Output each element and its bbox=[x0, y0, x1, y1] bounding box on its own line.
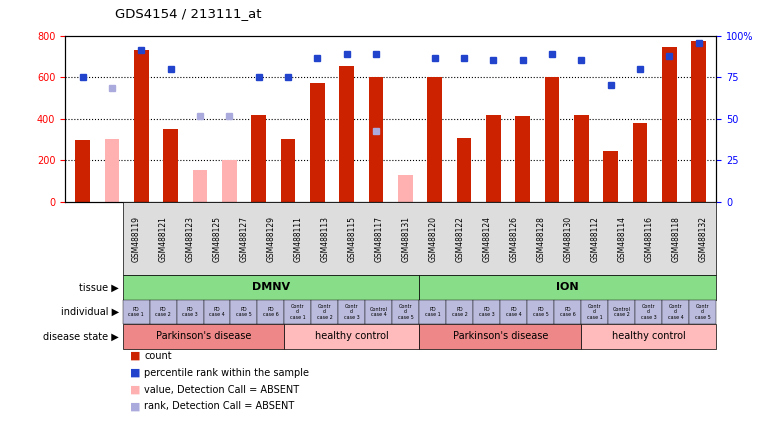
Bar bbox=[457, 138, 471, 202]
Text: ION: ION bbox=[556, 282, 579, 293]
Text: Parkinson's disease: Parkinson's disease bbox=[155, 331, 251, 341]
Bar bbox=[251, 115, 266, 202]
Text: GSM488111: GSM488111 bbox=[293, 216, 303, 262]
Text: GSM488129: GSM488129 bbox=[267, 216, 276, 262]
Text: ■: ■ bbox=[130, 401, 141, 412]
Text: Contr
ol
case 2: Contr ol case 2 bbox=[317, 304, 332, 320]
Text: GSM488113: GSM488113 bbox=[320, 216, 329, 262]
Text: rank, Detection Call = ABSENT: rank, Detection Call = ABSENT bbox=[144, 401, 294, 412]
Text: Contr
ol
case 1: Contr ol case 1 bbox=[587, 304, 603, 320]
Text: GSM488112: GSM488112 bbox=[591, 216, 599, 262]
Text: PD
case 6: PD case 6 bbox=[263, 306, 279, 317]
Bar bbox=[134, 50, 149, 202]
Text: disease state ▶: disease state ▶ bbox=[43, 331, 119, 341]
Text: PD
case 4: PD case 4 bbox=[209, 306, 225, 317]
Text: tissue ▶: tissue ▶ bbox=[79, 282, 119, 293]
Bar bbox=[574, 115, 588, 202]
Text: GSM488118: GSM488118 bbox=[671, 216, 680, 262]
Text: PD
case 3: PD case 3 bbox=[182, 306, 198, 317]
Text: PD
case 5: PD case 5 bbox=[533, 306, 548, 317]
Text: GSM488126: GSM488126 bbox=[509, 216, 519, 262]
Text: Contr
ol
case 5: Contr ol case 5 bbox=[695, 304, 711, 320]
Text: percentile rank within the sample: percentile rank within the sample bbox=[144, 368, 309, 378]
Text: GSM488119: GSM488119 bbox=[132, 216, 140, 262]
Text: ■: ■ bbox=[130, 351, 141, 361]
Text: Contr
ol
case 3: Contr ol case 3 bbox=[641, 304, 656, 320]
Text: healthy control: healthy control bbox=[612, 331, 686, 341]
Text: GSM488132: GSM488132 bbox=[699, 216, 707, 262]
Text: GSM488114: GSM488114 bbox=[617, 216, 627, 262]
Text: GSM488127: GSM488127 bbox=[240, 216, 248, 262]
Text: GDS4154 / 213111_at: GDS4154 / 213111_at bbox=[115, 7, 261, 20]
Bar bbox=[633, 123, 647, 202]
Bar bbox=[193, 170, 208, 202]
Bar bbox=[280, 139, 296, 202]
Text: PD
case 4: PD case 4 bbox=[506, 306, 522, 317]
Text: Control
case 2: Control case 2 bbox=[613, 306, 630, 317]
Text: GSM488125: GSM488125 bbox=[212, 216, 221, 262]
Bar bbox=[427, 77, 442, 202]
Text: ■: ■ bbox=[130, 385, 141, 395]
Bar bbox=[222, 160, 237, 202]
Text: GSM488122: GSM488122 bbox=[455, 216, 464, 262]
Bar bbox=[339, 66, 354, 202]
Text: Contr
ol
case 4: Contr ol case 4 bbox=[668, 304, 683, 320]
Text: value, Detection Call = ABSENT: value, Detection Call = ABSENT bbox=[144, 385, 300, 395]
Text: healthy control: healthy control bbox=[315, 331, 389, 341]
Bar bbox=[310, 83, 325, 202]
Text: GSM488117: GSM488117 bbox=[375, 216, 384, 262]
Text: PD
case 1: PD case 1 bbox=[128, 306, 144, 317]
Text: PD
case 3: PD case 3 bbox=[479, 306, 495, 317]
Text: GSM488130: GSM488130 bbox=[563, 216, 572, 262]
Bar bbox=[398, 175, 413, 202]
Text: PD
case 5: PD case 5 bbox=[236, 306, 252, 317]
Bar bbox=[516, 115, 530, 202]
Text: GSM488128: GSM488128 bbox=[536, 216, 545, 262]
Bar bbox=[662, 47, 676, 202]
Text: PD
case 2: PD case 2 bbox=[452, 306, 468, 317]
Text: individual ▶: individual ▶ bbox=[61, 307, 119, 317]
Bar bbox=[545, 77, 559, 202]
Text: Contr
ol
case 3: Contr ol case 3 bbox=[344, 304, 360, 320]
Bar bbox=[604, 151, 618, 202]
Text: DMNV: DMNV bbox=[252, 282, 290, 293]
Bar bbox=[75, 139, 90, 202]
Text: Control
case 4: Control case 4 bbox=[370, 306, 388, 317]
Text: PD
case 2: PD case 2 bbox=[155, 306, 171, 317]
Text: GSM488120: GSM488120 bbox=[428, 216, 437, 262]
Bar bbox=[368, 77, 383, 202]
Bar bbox=[691, 41, 706, 202]
Text: GSM488131: GSM488131 bbox=[401, 216, 411, 262]
Bar bbox=[163, 129, 178, 202]
Text: PD
case 1: PD case 1 bbox=[425, 306, 440, 317]
Text: ■: ■ bbox=[130, 368, 141, 378]
Text: GSM488121: GSM488121 bbox=[159, 216, 168, 262]
Text: GSM488116: GSM488116 bbox=[644, 216, 653, 262]
Bar bbox=[486, 115, 501, 202]
Text: GSM488124: GSM488124 bbox=[483, 216, 491, 262]
Text: GSM488123: GSM488123 bbox=[185, 216, 195, 262]
Text: Parkinson's disease: Parkinson's disease bbox=[453, 331, 548, 341]
Text: Contr
ol
case 5: Contr ol case 5 bbox=[398, 304, 414, 320]
Text: count: count bbox=[144, 351, 172, 361]
Text: Contr
ol
case 1: Contr ol case 1 bbox=[290, 304, 306, 320]
Text: PD
case 6: PD case 6 bbox=[560, 306, 576, 317]
Text: GSM488115: GSM488115 bbox=[348, 216, 356, 262]
Bar bbox=[105, 139, 119, 202]
